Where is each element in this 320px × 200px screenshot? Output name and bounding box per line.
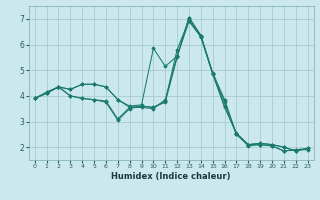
X-axis label: Humidex (Indice chaleur): Humidex (Indice chaleur) xyxy=(111,172,231,181)
